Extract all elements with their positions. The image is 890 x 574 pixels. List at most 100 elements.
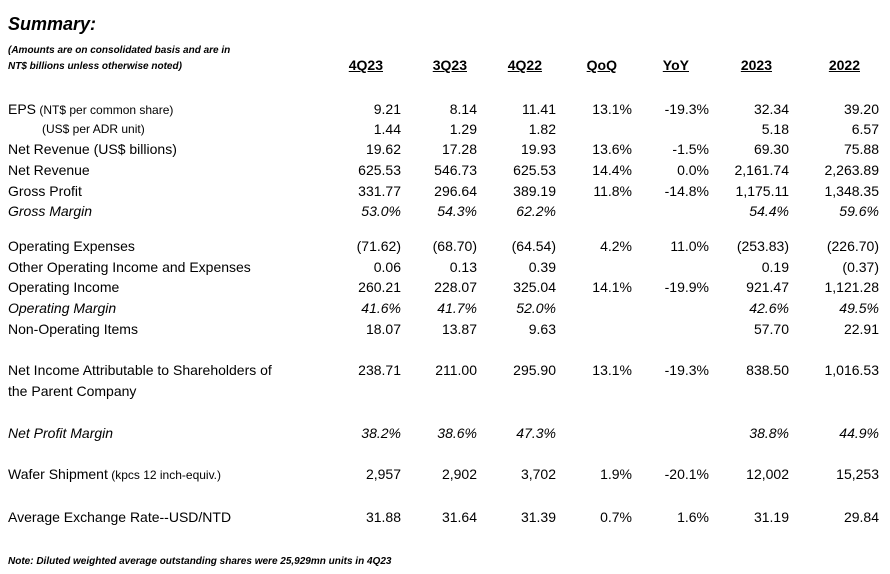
cell-2022: 75.88 [843,141,879,157]
header-yoy: YoY [662,57,689,73]
cell-yoy: 0.0% [677,162,709,178]
cell-4q22: 52.0% [516,300,556,316]
cell-2022: (226.70) [826,238,879,254]
row-label-line-2: the Parent Company [8,383,137,399]
cell-yoy: 1.6% [677,509,709,525]
table-row-net-income: Net Income Attributable to Shareholders … [0,360,890,402]
cell-yoy: -19.3% [664,362,709,378]
table-row-eps: EPS (NT$ per common share) 9.21 8.14 11.… [0,99,890,119]
cell-qoq: 13.1% [592,101,632,117]
cell-4q23: 260.21 [358,279,401,295]
cell-2022: 49.5% [839,300,879,316]
cell-2023: 54.4% [749,203,789,219]
row-label: (US$ per ADR unit) [42,122,145,136]
cell-4q23: 0.06 [373,259,401,275]
row-label-unit: (NT$ per common share) [36,103,174,117]
row-label: Net Income Attributable to Shareholders … [8,360,272,402]
header-4q23: 4Q23 [348,57,383,73]
cell-qoq: 14.4% [592,162,632,178]
cell-4q22: 3,702 [520,466,556,482]
cell-4q23: 238.71 [358,362,401,378]
cell-4q23: 19.62 [365,141,401,157]
cell-2023: 42.6% [749,300,789,316]
cell-2023: 57.70 [753,321,789,337]
cell-2022: 1,016.53 [824,362,880,378]
row-label-unit: (kpcs 12 inch-equiv.) [107,468,222,482]
cell-4q23: 53.0% [361,203,401,219]
table-row-non-operating: Non-Operating Items 18.07 13.87 9.63 57.… [0,319,890,339]
cell-2023: 838.50 [746,362,789,378]
cell-2022: 44.9% [839,425,879,441]
cell-3q23: 2,902 [441,466,477,482]
table-row-gross-margin: Gross Margin 53.0% 54.3% 62.2% 54.4% 59.… [0,201,890,221]
cell-2023: 38.8% [749,425,789,441]
cell-4q22: 62.2% [516,203,556,219]
cell-4q23: 625.53 [358,162,401,178]
footnote: Note: Diluted weighted average outstandi… [8,556,392,567]
cell-4q22: 11.41 [522,101,556,117]
cell-3q23: (68.70) [432,238,477,254]
cell-qoq: 14.1% [592,279,632,295]
row-label: Net Profit Margin [8,425,114,441]
cell-4q23: 31.88 [365,509,401,525]
table-row-eps-adr: (US$ per ADR unit) 1.44 1.29 1.82 5.18 6… [0,119,890,139]
cell-4q23: 9.21 [373,101,401,117]
row-label: Operating Expenses [8,238,135,254]
cell-4q22: 31.39 [520,509,556,525]
row-label-line-1: Net Income Attributable to Shareholders … [8,362,272,378]
cell-4q22: 1.82 [528,121,556,137]
row-label: Non-Operating Items [8,321,138,337]
cell-yoy: -1.5% [672,141,709,157]
cell-qoq: 13.1% [592,362,632,378]
cell-3q23: 1.29 [449,121,477,137]
cell-3q23: 228.07 [434,279,477,295]
table-row-other-operating: Other Operating Income and Expenses 0.06… [0,257,890,277]
cell-yoy: -19.3% [664,101,709,117]
row-label: Operating Income [8,279,120,295]
cell-2022: 1,348.35 [824,183,880,199]
cell-4q22: 19.93 [520,141,556,157]
cell-2022: 59.6% [839,203,879,219]
header-2022: 2022 [828,57,860,73]
table-row-gross-profit: Gross Profit 331.77 296.64 389.19 11.8% … [0,181,890,201]
cell-3q23: 13.87 [441,321,477,337]
cell-2023: 5.18 [761,121,789,137]
cell-yoy: -20.1% [664,466,709,482]
cell-3q23: 41.7% [437,300,477,316]
cell-4q23: 38.2% [361,425,401,441]
cell-qoq: 4.2% [600,238,632,254]
table-row-wafer-shipment: Wafer Shipment (kpcs 12 inch-equiv.) 2,9… [0,464,890,484]
cell-2023: 921.47 [746,279,789,295]
cell-2023: 2,161.74 [734,162,790,178]
cell-2022: 15,253 [836,466,879,482]
cell-2023: 32.34 [753,101,789,117]
cell-qoq: 1.9% [600,466,632,482]
cell-2022: 1,121.28 [824,279,880,295]
cell-4q22: 0.39 [528,259,556,275]
table-row-operating-income: Operating Income 260.21 228.07 325.04 14… [0,277,890,297]
cell-yoy: -14.8% [664,183,709,199]
cell-3q23: 0.13 [449,259,477,275]
cell-2023: 31.19 [753,509,789,525]
cell-qoq: 11.8% [593,183,632,199]
cell-yoy: 11.0% [670,238,709,254]
cell-2022: (0.37) [842,259,879,275]
cell-4q23: 2,957 [365,466,401,482]
units-note-line-2: NT$ billions unless otherwise noted) [8,61,182,72]
cell-3q23: 54.3% [437,203,477,219]
row-label: Net Revenue [8,162,90,178]
cell-4q23: 18.07 [365,321,401,337]
row-label-main: EPS [8,101,37,117]
row-label: Net Revenue (US$ billions) [8,141,177,157]
table-row-exchange-rate: Average Exchange Rate--USD/NTD 31.88 31.… [0,507,890,527]
cell-4q22: 625.53 [513,162,556,178]
table-row-operating-expenses: Operating Expenses (71.62) (68.70) (64.5… [0,236,890,256]
cell-2023: 1,175.11 [735,183,789,199]
row-label: Other Operating Income and Expenses [8,259,251,275]
row-label: EPS (NT$ per common share) [8,99,173,120]
cell-3q23: 296.64 [434,183,477,199]
cell-4q22: 47.3% [516,425,556,441]
table-row-net-profit-margin: Net Profit Margin 38.2% 38.6% 47.3% 38.8… [0,423,890,443]
cell-4q23: 331.77 [358,183,401,199]
header-2023: 2023 [740,57,772,73]
